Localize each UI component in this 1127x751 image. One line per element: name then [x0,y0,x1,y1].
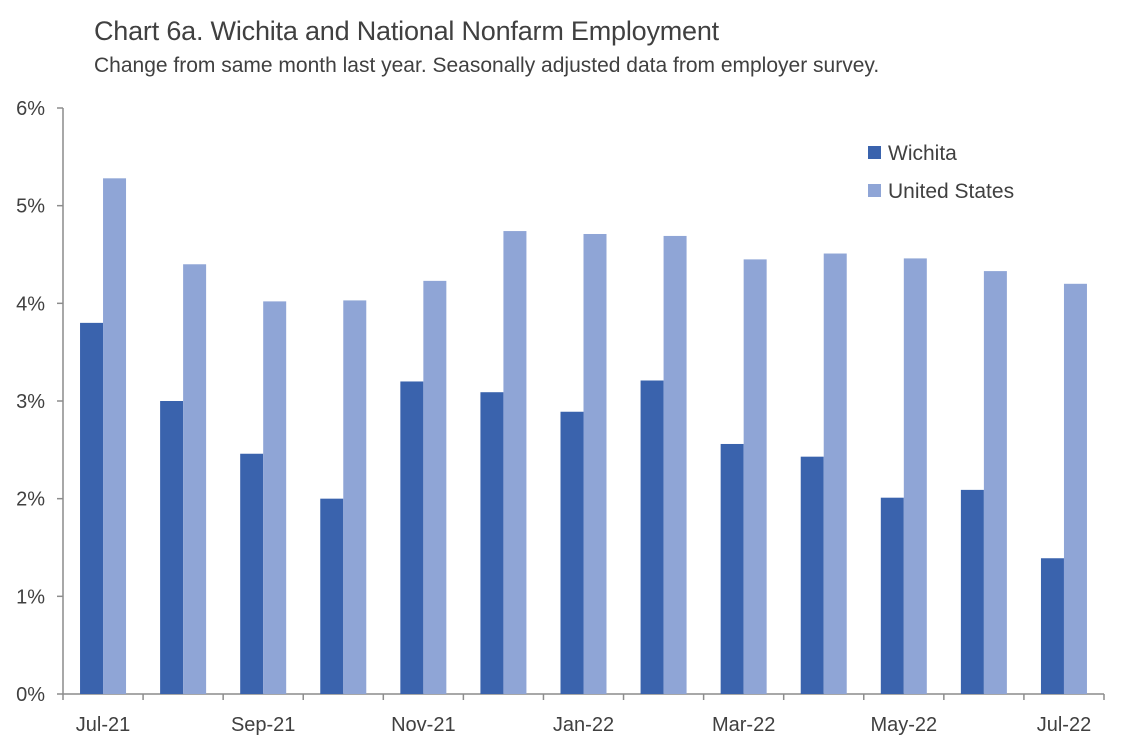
bar-wichita-feb-22 [640,380,664,694]
bar-united-states-may-22 [903,258,927,694]
y-tick-label: 5% [16,196,45,218]
bars [80,178,1087,695]
x-tick-label: May-22 [870,714,937,736]
bar-wichita-jun-22 [960,489,984,694]
bar-united-states-sep-21 [263,301,287,694]
y-tick-label: 1% [16,586,45,608]
x-tick-label: Nov-21 [391,714,455,736]
y-tick-label: 6% [16,98,45,120]
bar-united-states-jul-21 [103,178,127,694]
legend: Wichita United States [868,142,1014,203]
chart-subtitle: Change from same month last year. Season… [94,54,880,77]
y-tick-label: 3% [16,391,45,413]
bar-united-states-oct-21 [343,300,367,694]
y-tick-label: 0% [16,684,45,706]
bar-wichita-may-22 [880,497,904,694]
bar-united-states-nov-21 [423,280,447,694]
x-tick-label: Jul-21 [76,714,130,736]
legend-label: United States [888,180,1014,203]
bar-wichita-aug-21 [160,401,184,694]
legend-swatch [868,184,881,197]
legend-swatch [868,146,881,159]
x-tick-label: Jul-22 [1037,714,1091,736]
bar-wichita-sep-21 [240,453,264,694]
bar-united-states-mar-22 [743,259,767,694]
x-tick-label: Jan-22 [553,714,614,736]
bar-united-states-feb-22 [663,235,687,694]
y-axis: 0% 1% 2% 3% 4% 5% 6% [16,98,64,706]
bar-wichita-oct-21 [320,498,344,694]
bar-wichita-jul-21 [80,322,104,694]
bar-united-states-jul-22 [1063,283,1087,694]
bar-wichita-jul-22 [1040,558,1064,694]
chart-title: Chart 6a. Wichita and National Nonfarm E… [94,16,719,46]
bar-wichita-mar-22 [720,443,744,694]
x-axis: Jul-21 Sep-21 Nov-21 Jan-22 Mar-22 May-22 Jul-… [62,693,1105,736]
bar-wichita-nov-21 [400,381,424,694]
x-tick-label: Sep-21 [231,714,296,736]
bar-wichita-dec-21 [480,392,504,694]
y-tick-label: 4% [16,293,45,315]
bar-united-states-jun-22 [983,271,1007,694]
x-tick-label: Mar-22 [712,714,775,736]
bar-wichita-apr-22 [800,456,824,694]
bar-wichita-jan-22 [560,411,584,694]
bar-united-states-apr-22 [823,253,847,695]
bar-united-states-dec-21 [503,231,527,694]
bar-united-states-aug-21 [183,264,207,694]
legend-label: Wichita [888,142,957,165]
y-tick-label: 2% [16,489,45,511]
bar-united-states-jan-22 [583,233,607,695]
